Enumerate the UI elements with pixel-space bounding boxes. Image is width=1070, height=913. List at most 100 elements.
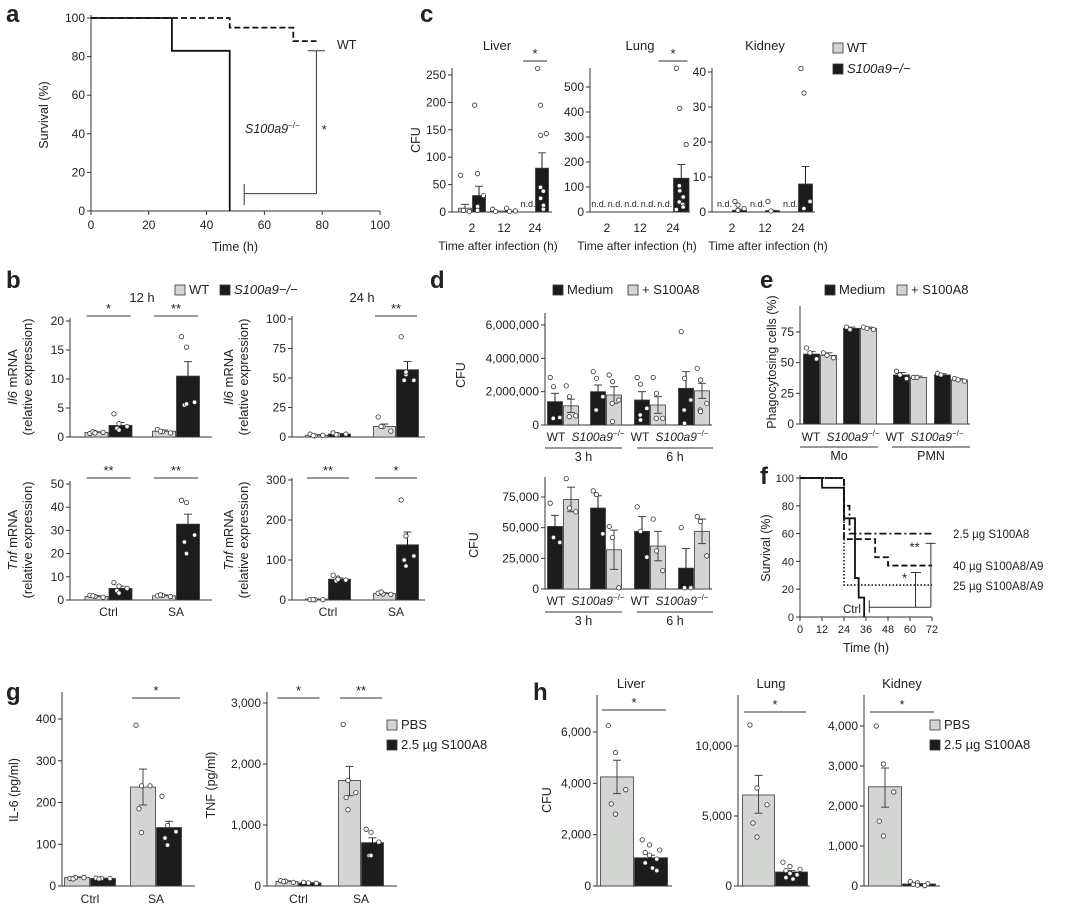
- data-point: [512, 208, 518, 214]
- data-point: [345, 807, 351, 813]
- x-tick-label: 20: [142, 218, 156, 232]
- survival-curve: [800, 477, 866, 617]
- chart-title: Kidney: [882, 676, 922, 691]
- data-point: [368, 852, 374, 859]
- data-point: [732, 198, 738, 205]
- bar: [338, 780, 361, 887]
- data-point: [704, 553, 710, 559]
- category-label: 24: [666, 221, 680, 235]
- data-point: [697, 409, 704, 415]
- data-point: [893, 368, 900, 374]
- bar: [910, 376, 927, 425]
- legend-swatch: [627, 284, 639, 296]
- data-point: [678, 329, 684, 335]
- data-point: [593, 491, 600, 498]
- chart-b_tnf_12h: 0 10 20 30 40 50 ** ** Ctrl SA Tnf mRNA (relative e…: [5, 463, 212, 619]
- data-point: [876, 818, 882, 824]
- y-tick-label: 10: [51, 570, 65, 584]
- data-point: [181, 539, 188, 545]
- y-axis-label: (relative expression): [20, 481, 35, 598]
- data-point: [124, 423, 130, 430]
- y-axis-label: Tnf mRNA: [5, 509, 20, 570]
- not-detected-label: n.d.: [641, 199, 656, 209]
- data-point: [735, 207, 741, 213]
- y-tick-label: 40: [693, 65, 707, 79]
- y-tick-label: 0: [787, 417, 794, 431]
- legend-c: WT S100a9−/−: [832, 40, 911, 76]
- data-point: [634, 504, 640, 510]
- category-label: SA: [388, 605, 404, 619]
- chart-title: Liver: [617, 676, 646, 691]
- y-axis-label: Il6 mRNA: [221, 349, 236, 405]
- survival-curve: [800, 477, 932, 586]
- data-point: [605, 722, 611, 729]
- survival-curve: [91, 17, 317, 43]
- data-point: [787, 870, 793, 877]
- panel-letter-h: h: [533, 679, 548, 706]
- chart-h_liver: 0 2,000 4,000 6,000 * Liver CFU: [540, 676, 672, 893]
- bar: [860, 327, 877, 425]
- data-point: [673, 65, 679, 71]
- y-tick-label: 100: [65, 11, 85, 25]
- y-tick-label: 0: [254, 879, 261, 893]
- data-point: [623, 787, 629, 793]
- bar: [361, 842, 384, 887]
- significance-label: *: [899, 697, 904, 712]
- x-tick-label: 0: [797, 624, 803, 636]
- data-point: [681, 585, 688, 591]
- y-axis-label: Survival (%): [759, 514, 773, 581]
- y-tick-label: 0: [439, 205, 446, 219]
- data-point: [136, 806, 142, 812]
- data-point: [164, 822, 171, 829]
- group-label: 3 h: [575, 614, 592, 628]
- y-tick-label: 6,000: [561, 725, 591, 739]
- y-tick-label: 300: [36, 754, 56, 768]
- data-point: [681, 375, 688, 381]
- y-tick-label: 75,000: [502, 490, 539, 504]
- category-label: WT: [886, 430, 905, 444]
- panel-letter-b: b: [6, 267, 21, 294]
- data-point: [880, 833, 887, 839]
- data-point: [697, 518, 704, 525]
- data-point: [398, 334, 404, 340]
- data-point: [646, 852, 653, 858]
- category-label: SA: [353, 892, 369, 906]
- significance-label: *: [772, 697, 777, 712]
- data-point: [116, 590, 122, 596]
- data-point: [637, 417, 644, 423]
- y-tick-label: 50: [51, 477, 65, 491]
- data-point: [922, 882, 928, 889]
- x-tick-label: 40: [200, 218, 214, 232]
- data-point: [681, 407, 687, 413]
- data-point: [111, 411, 117, 417]
- data-point: [824, 352, 830, 358]
- category-label: WT: [802, 430, 821, 444]
- significance-label: *: [153, 683, 158, 698]
- data-point: [183, 344, 190, 350]
- data-point: [388, 428, 394, 434]
- data-point: [653, 390, 660, 396]
- x-tick-label: 12: [816, 624, 828, 636]
- not-detected-label: n.d.: [608, 199, 623, 209]
- group-label: Mo: [830, 449, 847, 463]
- survival-curve: [800, 477, 932, 567]
- data-point: [660, 415, 666, 421]
- significance-label: **: [391, 301, 401, 316]
- y-tick-label: 200: [426, 95, 446, 109]
- data-point: [537, 184, 544, 190]
- data-point: [474, 207, 481, 213]
- significance-label: **: [103, 463, 113, 478]
- data-point: [305, 880, 312, 886]
- data-point: [820, 350, 827, 356]
- data-point: [343, 577, 349, 583]
- data-point: [162, 835, 168, 841]
- significance-label: *: [532, 46, 537, 61]
- data-point: [790, 876, 796, 882]
- not-detected-label: n.d.: [783, 199, 798, 209]
- y-tick-label: 60: [782, 529, 794, 541]
- data-point: [472, 102, 478, 108]
